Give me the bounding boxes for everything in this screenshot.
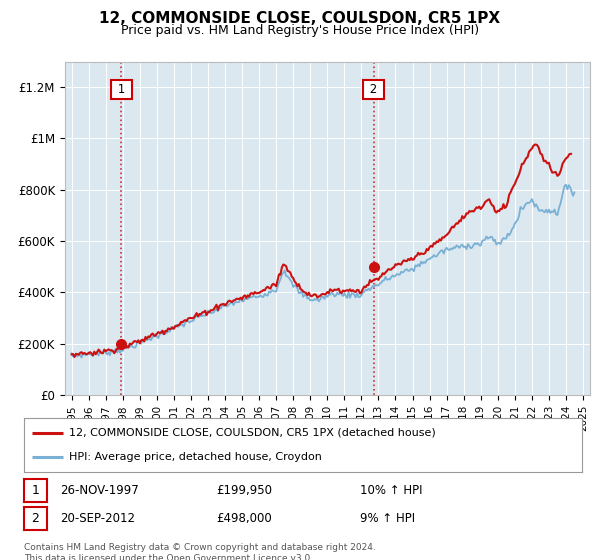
Text: 10% ↑ HPI: 10% ↑ HPI <box>360 484 422 497</box>
Text: Contains HM Land Registry data © Crown copyright and database right 2024.
This d: Contains HM Land Registry data © Crown c… <box>24 543 376 560</box>
Text: 2: 2 <box>31 512 40 525</box>
Text: HPI: Average price, detached house, Croydon: HPI: Average price, detached house, Croy… <box>68 452 322 462</box>
Text: 12, COMMONSIDE CLOSE, COULSDON, CR5 1PX: 12, COMMONSIDE CLOSE, COULSDON, CR5 1PX <box>100 11 500 26</box>
Text: 2: 2 <box>366 83 381 96</box>
Text: 1: 1 <box>31 484 40 497</box>
Text: £199,950: £199,950 <box>216 484 272 497</box>
Text: 20-SEP-2012: 20-SEP-2012 <box>60 512 135 525</box>
Text: 9% ↑ HPI: 9% ↑ HPI <box>360 512 415 525</box>
Text: 1: 1 <box>113 83 128 96</box>
Text: Price paid vs. HM Land Registry's House Price Index (HPI): Price paid vs. HM Land Registry's House … <box>121 24 479 37</box>
Text: 12, COMMONSIDE CLOSE, COULSDON, CR5 1PX (detached house): 12, COMMONSIDE CLOSE, COULSDON, CR5 1PX … <box>68 428 436 438</box>
Text: 26-NOV-1997: 26-NOV-1997 <box>60 484 139 497</box>
Text: £498,000: £498,000 <box>216 512 272 525</box>
